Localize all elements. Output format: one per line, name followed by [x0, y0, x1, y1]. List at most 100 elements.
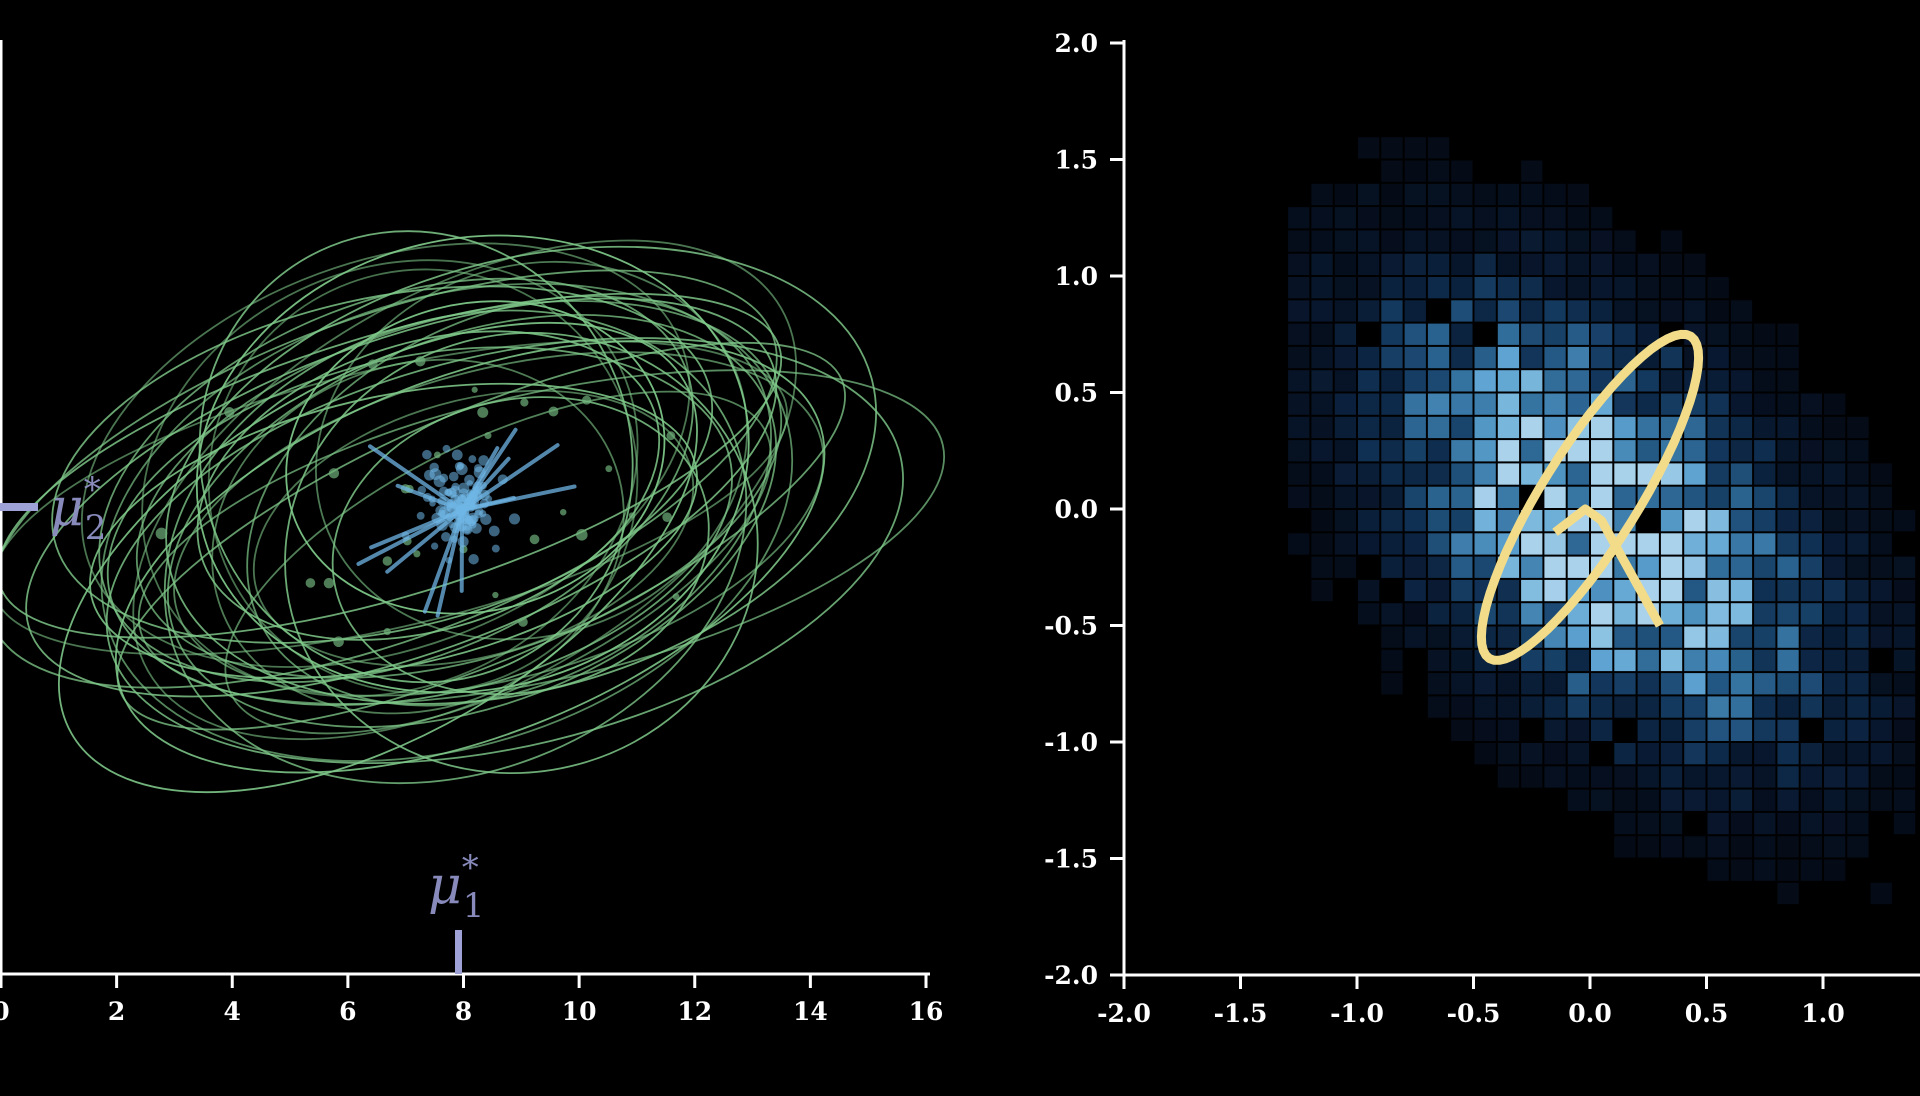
- right-x-tick-label: -1.5: [1214, 999, 1268, 1028]
- heatmap-cell: [1334, 207, 1356, 229]
- ellipse: [198, 230, 634, 684]
- heatmap-cell: [1521, 556, 1543, 578]
- cluster-point: [457, 536, 469, 548]
- heatmap-cell: [1660, 836, 1683, 858]
- heatmap-cell: [1311, 416, 1333, 439]
- heatmap-cell: [1381, 510, 1403, 532]
- heatmap-cell: [1497, 253, 1520, 275]
- heatmap-cell: [1730, 486, 1753, 508]
- heatmap-cell: [1358, 463, 1380, 485]
- heatmap-cell: [1451, 183, 1473, 206]
- heatmap-cell: [1614, 789, 1636, 811]
- heatmap-cell: [1800, 626, 1822, 648]
- heatmap-cell: [1544, 207, 1566, 229]
- heatmap-cell: [1567, 673, 1589, 695]
- heatmap-cell: [1637, 789, 1659, 811]
- heatmap-cell: [1660, 370, 1683, 392]
- cluster-ray: [367, 444, 464, 512]
- ellipse-group: [0, 230, 945, 794]
- heatmap-cell: [1824, 673, 1846, 695]
- heatmap-cell: [1427, 207, 1450, 229]
- heatmap-cell: [1358, 510, 1380, 532]
- heatmap-cell: [1497, 370, 1520, 392]
- heatmap-cells: [1288, 137, 1916, 905]
- cluster-point: [462, 521, 472, 531]
- heatmap-cell: [1870, 579, 1892, 602]
- heatmap-cell: [1893, 556, 1916, 578]
- heatmap-cell: [1404, 370, 1426, 392]
- heatmap-cell: [1847, 416, 1869, 439]
- heatmap-cell: [1637, 393, 1659, 415]
- heatmap-cell: [1847, 673, 1869, 695]
- heatmap-cell: [1824, 510, 1846, 532]
- cluster-point: [449, 485, 461, 497]
- heatmap-cell: [1521, 440, 1543, 462]
- heatmap-cell: [1707, 486, 1729, 508]
- heatmap-cell: [1567, 789, 1589, 811]
- heatmap-cell: [1497, 277, 1520, 299]
- heatmap-cell: [1451, 323, 1473, 345]
- heatmap-cell: [1707, 766, 1729, 788]
- heatmap-cell: [1427, 486, 1450, 508]
- heatmap-cell: [1591, 416, 1613, 439]
- mu2-marker: [0, 503, 38, 511]
- heatmap-cell: [1847, 486, 1869, 508]
- heatmap-cell: [1497, 673, 1520, 695]
- heatmap-cell: [1358, 440, 1380, 462]
- heatmap-cell: [1567, 370, 1589, 392]
- heatmap-cell: [1800, 533, 1822, 555]
- sample-point: [367, 359, 378, 370]
- sample-point: [224, 407, 235, 418]
- cluster-point: [478, 455, 489, 466]
- right-x-ticks: -2.0 -1.5 -1.0 -0.5 0.0 0.5 1.0: [1097, 975, 1845, 1028]
- heatmap-cell: [1521, 300, 1543, 322]
- heatmap-cell: [1684, 673, 1706, 695]
- right-x-tick-label: 1.0: [1801, 999, 1845, 1028]
- heatmap-cell: [1824, 719, 1846, 741]
- ellipse: [57, 321, 698, 794]
- heatmap-cell: [1800, 836, 1822, 858]
- heatmap-cell: [1684, 486, 1706, 508]
- heatmap-cell: [1591, 789, 1613, 811]
- heatmap-cell: [1660, 789, 1683, 811]
- heatmap-cell: [1707, 370, 1729, 392]
- heatmap-cell: [1288, 416, 1310, 439]
- heatmap-cell: [1474, 230, 1496, 252]
- sample-point: [484, 432, 492, 440]
- heatmap-cell: [1474, 370, 1496, 392]
- heatmap-cell: [1334, 486, 1356, 508]
- heatmap-cell: [1567, 346, 1589, 369]
- heatmap-cell: [1707, 556, 1729, 578]
- heatmap-cell: [1567, 207, 1589, 229]
- left-x-tick-label: 12: [677, 997, 712, 1026]
- right-y-tick-label: -2.0: [1044, 961, 1098, 990]
- heatmap-cell: [1567, 323, 1589, 345]
- sample-point: [628, 512, 635, 519]
- heatmap-cell: [1707, 743, 1729, 765]
- ellipse: [106, 346, 733, 706]
- heatmap-cell: [1544, 346, 1566, 369]
- heatmap-cell: [1754, 440, 1776, 462]
- heatmap-cell: [1567, 440, 1589, 462]
- heatmap-cell: [1334, 440, 1356, 462]
- sample-point: [323, 577, 335, 589]
- right-y-tick-label: -1.5: [1044, 845, 1098, 874]
- heatmap-cell: [1614, 696, 1636, 718]
- heatmap-cell: [1777, 789, 1799, 811]
- heatmap-cell: [1660, 696, 1683, 718]
- heatmap-cell: [1521, 160, 1543, 182]
- heatmap-cell: [1381, 370, 1403, 392]
- heatmap-cell: [1381, 556, 1403, 578]
- heatmap-cell: [1311, 253, 1333, 275]
- heatmap-cell: [1288, 463, 1310, 485]
- sample-point: [529, 534, 540, 545]
- heatmap-cell: [1567, 230, 1589, 252]
- heatmap-cell: [1730, 859, 1753, 881]
- heatmap-cell: [1824, 579, 1846, 602]
- heatmap-cell: [1754, 463, 1776, 485]
- heatmap-cell: [1684, 603, 1706, 625]
- ellipse: [25, 297, 778, 698]
- heatmap-cell: [1800, 696, 1822, 718]
- heatmap-cell: [1451, 370, 1473, 392]
